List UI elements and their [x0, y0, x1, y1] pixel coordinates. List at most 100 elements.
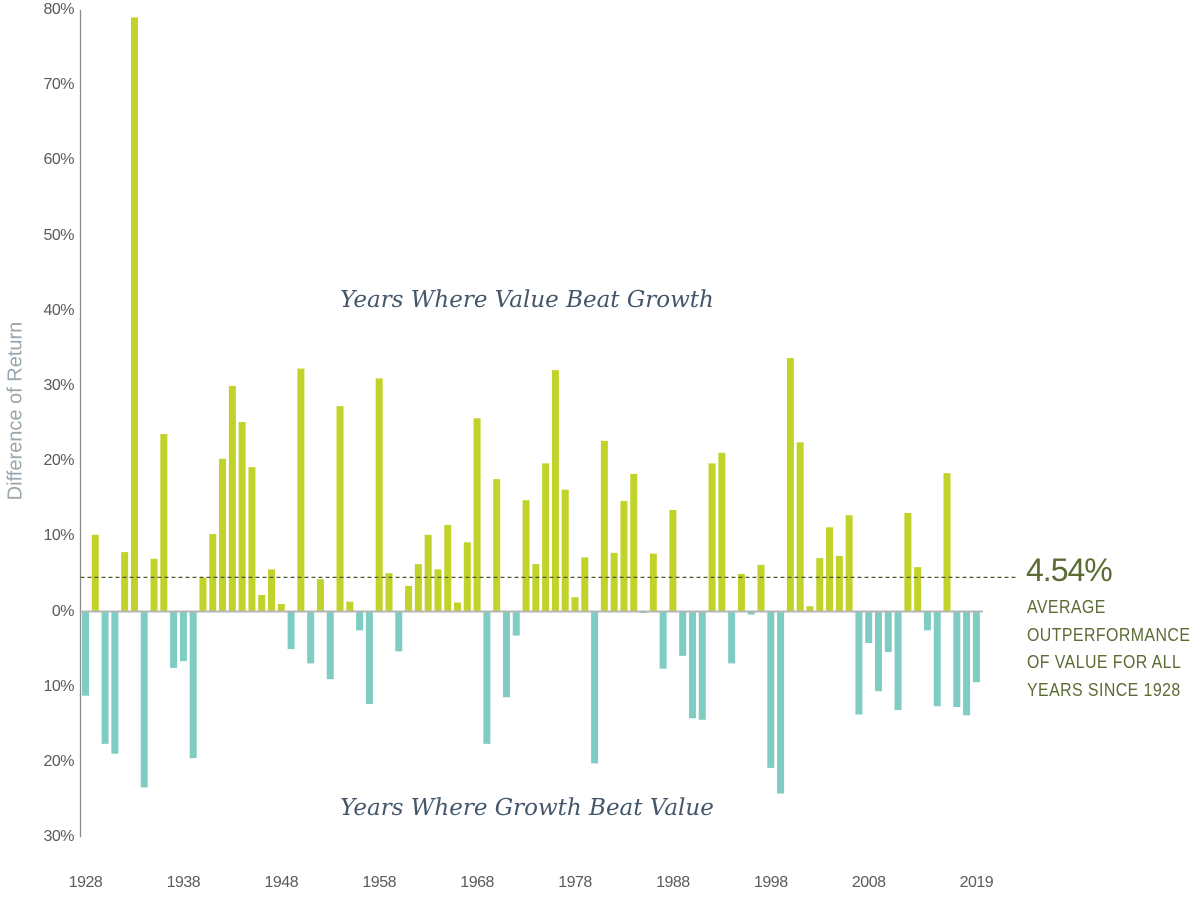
bar-value-beat-growth [414, 564, 422, 612]
x-tick-label: 1978 [558, 874, 592, 891]
bar-value-beat-growth [209, 534, 217, 612]
x-tick-label: 1968 [460, 874, 494, 891]
bar-value-beat-growth [219, 458, 227, 612]
y-axis-label: Difference of Return [4, 321, 27, 501]
bar-value-beat-growth [424, 534, 432, 612]
x-tick-label: 1948 [264, 874, 299, 891]
bar-growth-beat-value [287, 611, 295, 650]
bar-value-beat-growth [561, 489, 569, 612]
bar-value-beat-growth [757, 564, 765, 612]
bar-value-beat-growth [121, 552, 129, 612]
bar-value-beat-growth [630, 473, 638, 612]
value-beat-growth-label: Years Where Value Beat Growth [340, 287, 714, 313]
bar-value-beat-growth [551, 370, 559, 612]
bar-value-beat-growth [816, 558, 824, 612]
bar-value-beat-growth [796, 442, 804, 612]
bar-value-beat-growth [277, 603, 285, 612]
x-tick-label: 1928 [68, 874, 103, 891]
bar-growth-beat-value [140, 611, 148, 788]
y-tick-label: 10% [43, 527, 74, 545]
bar-value-beat-growth [581, 557, 589, 612]
y-tick-label: 40% [43, 301, 74, 319]
y-tick-label: 30% [43, 828, 74, 846]
bar-growth-beat-value [894, 611, 902, 711]
bar-value-beat-growth [669, 509, 677, 612]
bar-value-beat-growth [150, 558, 158, 612]
bar-growth-beat-value [659, 611, 667, 669]
bar-value-beat-growth [522, 500, 530, 612]
bar-value-beat-growth [649, 553, 657, 612]
bar-growth-beat-value [923, 611, 931, 631]
bar-value-beat-growth [454, 602, 462, 612]
bar-value-beat-growth [336, 406, 344, 612]
x-tick-label: 2019 [959, 874, 994, 891]
bar-growth-beat-value [307, 611, 315, 664]
bar-growth-beat-value [777, 611, 785, 794]
bar-value-beat-growth [943, 473, 951, 612]
bar-value-beat-growth [268, 569, 276, 612]
bar-growth-beat-value [502, 611, 510, 698]
bar-value-beat-growth [316, 579, 324, 612]
bar-value-beat-growth [248, 467, 256, 612]
average-desc-line: OF VALUE FOR ALL [1027, 651, 1182, 672]
bar-value-beat-growth [228, 385, 236, 612]
bar-value-beat-growth [620, 500, 628, 612]
bar-growth-beat-value [189, 611, 197, 759]
bar-value-beat-growth [199, 577, 207, 612]
bar-value-beat-growth [434, 569, 442, 612]
growth-beat-value-label: Years Where Growth Beat Value [340, 795, 714, 821]
bar-value-beat-growth [297, 368, 305, 612]
y-tick-label: 0% [51, 602, 75, 620]
bar-value-beat-growth [737, 573, 745, 612]
bar-value-beat-growth [786, 358, 794, 612]
bar-growth-beat-value [326, 611, 334, 680]
bar-value-beat-growth [375, 378, 383, 612]
bar-value-beat-growth [473, 418, 481, 612]
bar-value-beat-growth [91, 534, 99, 612]
average-outperformance-description: AVERAGE OUTPERFORMANCE OF VALUE FOR ALL … [1027, 593, 1190, 703]
bar-value-beat-growth [610, 552, 618, 612]
bar-value-beat-growth [845, 515, 853, 612]
bar-growth-beat-value [395, 611, 403, 652]
y-tick-label: 10% [43, 677, 74, 695]
bar-value-beat-growth [346, 601, 354, 612]
x-tick-label: 1958 [362, 874, 396, 891]
bar-growth-beat-value [679, 611, 687, 656]
bar-value-beat-growth [571, 597, 579, 612]
bar-value-beat-growth [826, 527, 834, 612]
y-tick-label: 50% [43, 226, 74, 244]
bar-growth-beat-value [865, 611, 873, 644]
bar-value-beat-growth [444, 525, 452, 612]
y-tick-label: 30% [43, 376, 74, 394]
bar-growth-beat-value [767, 611, 775, 768]
bar-value-beat-growth [160, 434, 168, 612]
bar-value-beat-growth [600, 440, 608, 612]
average-desc-line: OUTPERFORMANCE [1027, 623, 1191, 645]
y-tick-label: 20% [43, 752, 74, 770]
bar-value-beat-growth [493, 479, 501, 612]
bar-growth-beat-value [591, 611, 599, 764]
bar-growth-beat-value [688, 611, 696, 719]
average-outperformance-value: 4.54% [1026, 552, 1113, 588]
bar-growth-beat-value [963, 611, 971, 716]
bar-growth-beat-value [111, 611, 119, 754]
bar-growth-beat-value [101, 611, 109, 744]
bar-growth-beat-value [728, 611, 736, 664]
y-tick-label: 20% [43, 452, 74, 470]
bar-value-beat-growth [718, 452, 726, 612]
bar-value-beat-growth [532, 564, 540, 612]
x-tick-label: 1988 [656, 874, 690, 891]
bar-growth-beat-value [483, 611, 491, 744]
bar-growth-beat-value [365, 611, 373, 704]
bar-growth-beat-value [82, 611, 89, 696]
bar-value-beat-growth [238, 422, 246, 612]
y-tick-label: 60% [43, 151, 74, 169]
bar-growth-beat-value [972, 611, 980, 683]
y-tick-label: 70% [43, 76, 74, 94]
bar-growth-beat-value [512, 611, 520, 636]
bar-value-beat-growth [130, 17, 138, 612]
bar-value-beat-growth [542, 463, 550, 612]
average-desc-line: AVERAGE [1027, 596, 1106, 617]
